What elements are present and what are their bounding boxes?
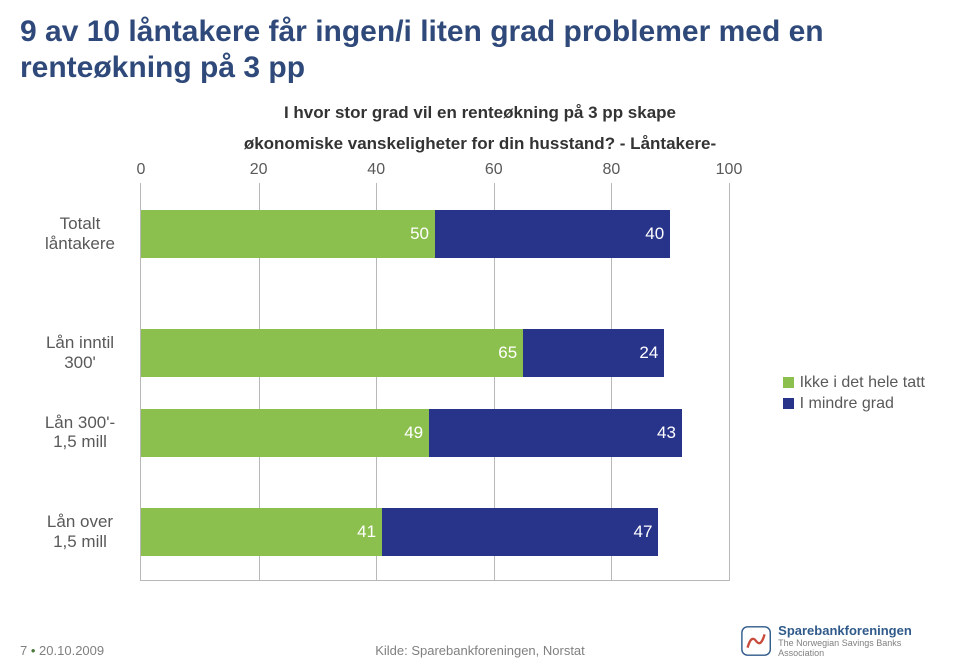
legend: Ikke i det hele tatt I mindre grad (783, 371, 925, 416)
logo-main-text: Sparebankforeningen (778, 623, 940, 638)
footer-source: Kilde: Sparebankforeningen, Norstat (220, 643, 740, 658)
page-subtitle: I hvor stor grad vil en renteøkning på 3… (0, 102, 960, 155)
legend-swatch (783, 377, 794, 388)
legend-label: Ikke i det hele tatt (800, 374, 925, 392)
x-tick-label: 80 (602, 161, 620, 179)
x-tick-label: 20 (250, 161, 268, 179)
plot-area: 0204060801005040652449434147 (140, 183, 730, 581)
page-number: 7 (20, 643, 27, 658)
category-label: Lån over1,5 mill (30, 512, 130, 551)
bar-segment: 40 (435, 210, 670, 258)
legend-item: I mindre grad (783, 395, 925, 413)
logo-icon (740, 624, 772, 658)
footer-left: 7 • 20.10.2009 (20, 643, 220, 658)
category-label: Totaltlåntakere (30, 214, 130, 253)
x-tick-label: 60 (485, 161, 503, 179)
bar-segment: 24 (523, 329, 664, 377)
x-tick-label: 100 (716, 161, 743, 179)
bar-row: 4943 (141, 409, 729, 457)
footer-date: 20.10.2009 (39, 643, 104, 658)
bar-row: 6524 (141, 329, 729, 377)
legend-item: Ikke i det hele tatt (783, 374, 925, 392)
category-label: Lån inntil300' (30, 333, 130, 372)
bar-row: 5040 (141, 210, 729, 258)
chart: 0204060801005040652449434147 Ikke i det … (30, 161, 930, 581)
bar-segment: 50 (141, 210, 435, 258)
subtitle-line-1: I hvor stor grad vil en renteøkning på 3… (0, 102, 960, 123)
bar-segment: 49 (141, 409, 429, 457)
legend-swatch (783, 398, 794, 409)
bullet-icon: • (31, 643, 36, 658)
x-tick-label: 40 (367, 161, 385, 179)
x-tick-label: 0 (137, 161, 146, 179)
bar-segment: 43 (429, 409, 682, 457)
subtitle-line-2: økonomiske vanskeligheter for din hussta… (0, 133, 960, 154)
logo-sub-text: The Norwegian Savings Banks Association (778, 638, 940, 658)
category-label: Lån 300'-1,5 mill (30, 413, 130, 452)
page-title: 9 av 10 låntakere får ingen/i liten grad… (0, 0, 960, 92)
bar-row: 4147 (141, 508, 729, 556)
legend-label: I mindre grad (800, 395, 894, 413)
bar-segment: 47 (382, 508, 658, 556)
footer: 7 • 20.10.2009 Kilde: Sparebankforeninge… (0, 623, 960, 658)
bar-segment: 65 (141, 329, 523, 377)
footer-logo: Sparebankforeningen The Norwegian Saving… (740, 623, 940, 658)
bar-segment: 41 (141, 508, 382, 556)
